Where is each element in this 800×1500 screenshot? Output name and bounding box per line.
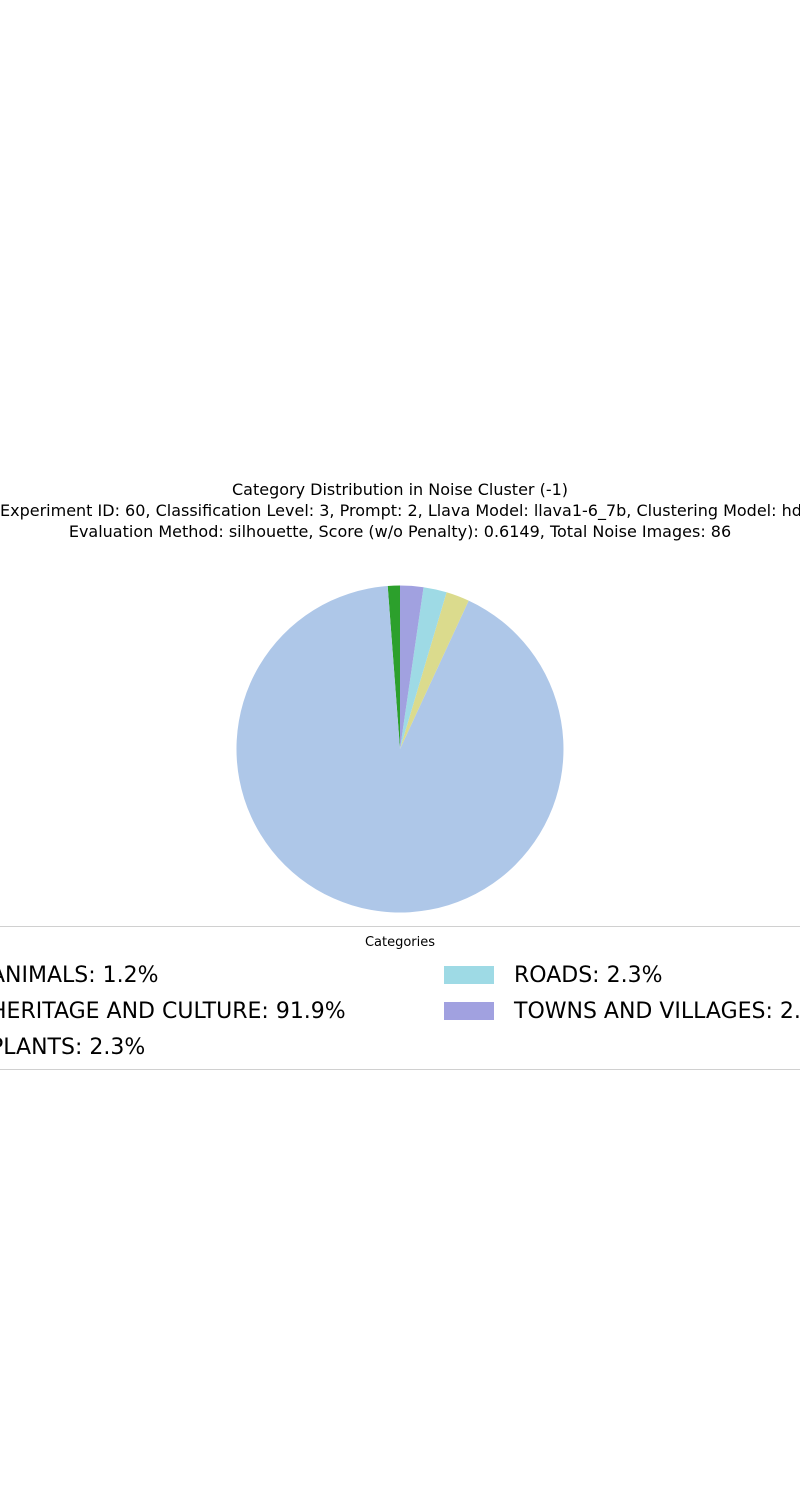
chart-subtitle-line-2: Evaluation Method: silhouette, Score (w/… bbox=[68, 522, 732, 541]
legend-label-animals: ANIMALS: 1.2% bbox=[0, 962, 159, 988]
legend-item-roads: ROADS: 2.3% bbox=[444, 957, 662, 993]
legend-label-roads: ROADS: 2.3% bbox=[514, 962, 663, 988]
pie-slice-plants bbox=[400, 592, 469, 749]
legend-swatch-towns-and-villages bbox=[444, 1002, 494, 1020]
pie-slice-roads bbox=[400, 587, 447, 749]
chart-title-block: Category Distribution in Noise Cluster (… bbox=[0, 479, 800, 542]
legend-item-plants: PLANTS: 2.3% bbox=[0, 1029, 145, 1065]
legend-item-towns-and-villages: TOWNS AND VILLAGES: 2.3% bbox=[444, 993, 800, 1029]
pie-slice-animals bbox=[387, 585, 400, 749]
legend-item-heritage-and-culture: HERITAGE AND CULTURE: 91.9% bbox=[0, 993, 346, 1029]
legend-label-heritage-and-culture: HERITAGE AND CULTURE: 91.9% bbox=[0, 998, 346, 1024]
legend-label-towns-and-villages: TOWNS AND VILLAGES: 2.3% bbox=[514, 998, 800, 1024]
chart-subtitle-line-1: Experiment ID: 60, Classification Level:… bbox=[0, 501, 800, 520]
legend-title: Categories bbox=[364, 935, 436, 950]
legend-item-animals: ANIMALS: 1.2% bbox=[0, 957, 159, 993]
pie-slice-heritage-and-culture bbox=[236, 585, 564, 913]
legend-swatch-roads bbox=[444, 966, 494, 984]
pie-slice-towns-and-villages bbox=[400, 585, 424, 749]
legend-label-plants: PLANTS: 2.3% bbox=[0, 1034, 146, 1060]
legend: Categories ANIMALS: 1.2% HERITAGE AND CU… bbox=[0, 926, 800, 1070]
pie-chart bbox=[236, 585, 564, 913]
chart-title: Category Distribution in Noise Cluster (… bbox=[231, 480, 569, 499]
